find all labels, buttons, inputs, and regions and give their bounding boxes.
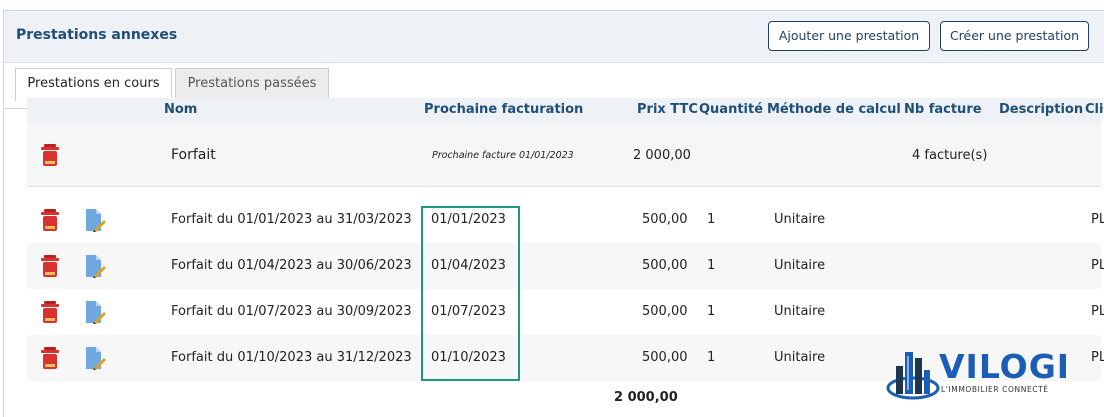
group-name: Forfait <box>171 147 216 163</box>
table-header: Nom Prochaine facturation Prix TTC Quant… <box>27 98 1104 124</box>
col-client[interactable]: Cli <box>1085 102 1104 117</box>
edit-document-icon[interactable] <box>85 346 107 370</box>
col-nb-facture[interactable]: Nb facture <box>904 102 982 117</box>
row-next-invoice: 01/04/2023 <box>431 258 506 273</box>
col-quantite[interactable]: Quantité <box>699 102 764 117</box>
row-method: Unitaire <box>774 212 826 227</box>
row-method: Unitaire <box>774 258 826 273</box>
row-name: Forfait du 01/04/2023 au 30/06/2023 <box>171 258 412 273</box>
logo-tagline: L'IMMOBILIER CONNECTÉ <box>941 385 1049 394</box>
edit-document-icon[interactable] <box>85 300 107 324</box>
panel-header: Prestations annexes Ajouter une prestati… <box>4 11 1104 63</box>
group-next-invoice: Prochaine facture 01/01/2023 <box>432 150 574 161</box>
trash-icon[interactable] <box>41 254 59 278</box>
next-invoice-highlight-box <box>421 206 520 381</box>
row-next-invoice: 01/07/2023 <box>431 304 506 319</box>
trash-icon[interactable] <box>41 300 59 324</box>
trash-icon[interactable] <box>41 208 59 232</box>
row-client: PL <box>1091 350 1104 365</box>
row-quantity: 1 <box>707 350 716 365</box>
edit-document-icon[interactable] <box>85 254 107 278</box>
edit-document-icon[interactable] <box>85 208 107 232</box>
group-row-forfait: Forfait Prochaine facture 01/01/2023 2 0… <box>27 124 1101 187</box>
row-method: Unitaire <box>774 304 826 319</box>
col-prix-ttc[interactable]: Prix TTC <box>637 102 698 117</box>
create-prestation-button[interactable]: Créer une prestation <box>940 21 1089 51</box>
row-method: Unitaire <box>774 350 826 365</box>
col-nom[interactable]: Nom <box>164 102 198 117</box>
logo-wordmark: VILOGI <box>939 347 1071 386</box>
row-quantity: 1 <box>707 212 716 227</box>
row-name: Forfait du 01/07/2023 au 30/09/2023 <box>171 304 412 319</box>
tab-prestations-en-cours[interactable]: Prestations en cours <box>15 68 172 101</box>
row-price: 500,00 <box>642 258 688 273</box>
row-client: PL <box>1091 304 1104 319</box>
tab-bar: Prestations en cours Prestations passées <box>4 63 1104 109</box>
table-row: Forfait du 01/07/2023 au 30/09/2023 01/0… <box>27 289 1104 335</box>
tab-prestations-passees[interactable]: Prestations passées <box>175 68 329 99</box>
col-description[interactable]: Description <box>999 102 1084 117</box>
row-next-invoice: 01/10/2023 <box>431 350 506 365</box>
panel-title: Prestations annexes <box>16 27 178 43</box>
row-quantity: 1 <box>707 258 716 273</box>
group-price: 2 000,00 <box>633 148 691 163</box>
trash-icon[interactable] <box>41 346 59 370</box>
vilogi-logo: VILOGI L'IMMOBILIER CONNECTÉ <box>886 344 1076 406</box>
row-quantity: 1 <box>707 304 716 319</box>
col-prochaine-facturation[interactable]: Prochaine facturation <box>424 102 584 117</box>
row-client: PL <box>1091 212 1104 227</box>
row-name: Forfait du 01/01/2023 au 31/03/2023 <box>171 212 412 227</box>
total-price: 2 000,00 <box>614 390 678 405</box>
col-methode-calcul[interactable]: Méthode de calcul <box>767 102 901 117</box>
building-logo-icon <box>886 352 940 400</box>
row-client: PL <box>1091 258 1104 273</box>
row-price: 500,00 <box>642 212 688 227</box>
add-prestation-button[interactable]: Ajouter une prestation <box>768 21 930 51</box>
row-price: 500,00 <box>642 350 688 365</box>
trash-icon[interactable] <box>41 143 59 167</box>
row-next-invoice: 01/01/2023 <box>431 212 506 227</box>
group-invoice-count: 4 facture(s) <box>912 148 988 163</box>
row-name: Forfait du 01/10/2023 au 31/12/2023 <box>171 350 412 365</box>
row-price: 500,00 <box>642 304 688 319</box>
table-row: Forfait du 01/04/2023 au 30/06/2023 01/0… <box>27 243 1104 289</box>
table-row: Forfait du 01/01/2023 au 31/03/2023 01/0… <box>27 197 1104 243</box>
